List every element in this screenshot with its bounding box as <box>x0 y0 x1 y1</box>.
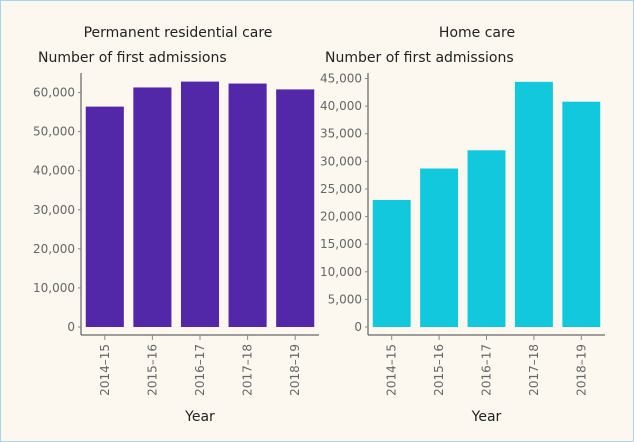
y-tick-label: 0 <box>67 320 75 334</box>
y-axis-label: Number of first admissions <box>325 50 514 66</box>
y-tick-label: 5,000 <box>328 292 362 306</box>
y-tick-label: 40,000 <box>33 164 75 178</box>
x-tick-label: 2016–17 <box>193 344 207 396</box>
x-tick-label: 2017–18 <box>241 344 255 396</box>
y-tick-label: 45,000 <box>320 72 362 86</box>
y-axis-label: Number of first admissions <box>38 50 227 66</box>
y-tick-label: 35,000 <box>320 127 362 141</box>
bar <box>562 101 601 327</box>
y-tick-label: 60,000 <box>33 86 75 100</box>
bar <box>180 81 220 327</box>
y-tick-label: 20,000 <box>320 210 362 224</box>
y-tick-label: 10,000 <box>320 265 362 279</box>
bar <box>133 87 172 327</box>
bar <box>228 83 267 327</box>
y-tick-label: 30,000 <box>320 154 362 168</box>
x-tick-label: 2016–17 <box>480 344 494 396</box>
bar <box>372 200 411 327</box>
bar <box>514 81 553 328</box>
x-axis-label: Year <box>471 409 502 425</box>
x-tick-label: 2015–16 <box>145 344 159 396</box>
y-tick-label: 20,000 <box>33 242 75 256</box>
y-tick-label: 30,000 <box>33 203 75 217</box>
bar <box>276 89 315 327</box>
bar <box>420 168 459 327</box>
x-tick-label: 2018–19 <box>574 344 588 396</box>
y-tick-label: 10,000 <box>33 281 75 295</box>
x-tick-label: 2017–18 <box>527 344 541 396</box>
y-tick-label: 40,000 <box>320 99 362 113</box>
y-tick-label: 50,000 <box>33 125 75 139</box>
chart-title: Home care <box>439 25 515 41</box>
x-tick-label: 2015–16 <box>432 344 446 396</box>
x-tick-label: 2014–15 <box>385 344 399 396</box>
chart-title: Permanent residential care <box>84 25 273 41</box>
bar <box>467 150 506 327</box>
y-tick-label: 25,000 <box>320 182 362 196</box>
y-tick-label: 0 <box>354 320 362 334</box>
y-tick-label: 15,000 <box>320 237 362 251</box>
x-tick-label: 2014–15 <box>98 344 112 396</box>
x-tick-label: 2018–19 <box>288 344 302 396</box>
bar <box>85 106 124 327</box>
x-axis-label: Year <box>184 409 215 425</box>
